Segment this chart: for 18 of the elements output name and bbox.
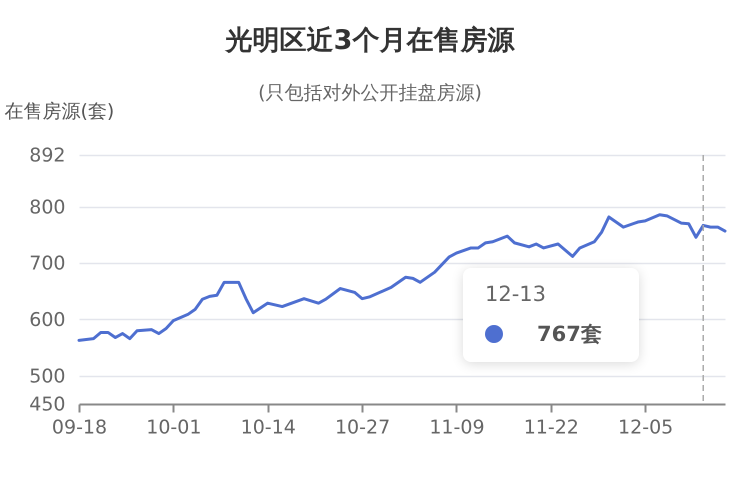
- y-tick-label: 892: [29, 144, 66, 166]
- annotation: 767套: [537, 321, 602, 348]
- x-tick-label: 11-09: [429, 416, 485, 438]
- x-tick-label: 12-05: [618, 416, 674, 438]
- x-tick-label: 10-27: [334, 416, 390, 438]
- x-tick-label: 11-22: [524, 416, 579, 438]
- y-tick-label: 700: [29, 252, 66, 275]
- x-tick-label: 10-14: [240, 416, 296, 438]
- y-tick-label: 600: [29, 309, 66, 331]
- annotation: 12-13: [485, 282, 548, 306]
- chart-title: 光明区近3个月在售房源: [224, 24, 516, 58]
- y-axis-title: 在售房源(套): [4, 100, 114, 122]
- x-tick-label: 10-01: [146, 416, 202, 438]
- y-tick-label: 500: [29, 365, 66, 388]
- chart-subtitle: (只包括对外公开挂盘房源): [258, 82, 482, 104]
- y-tick-label: 450: [29, 394, 66, 416]
- y-tick-label: 800: [29, 196, 66, 218]
- x-tick-label: 09-18: [52, 416, 108, 438]
